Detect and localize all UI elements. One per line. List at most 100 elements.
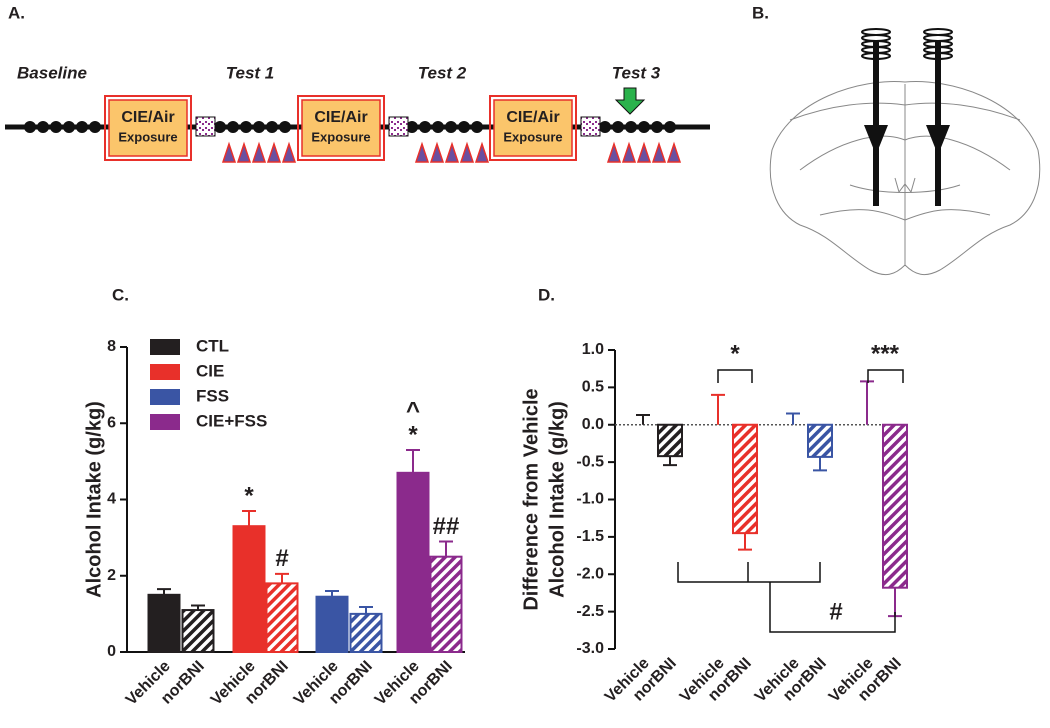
bar — [396, 471, 430, 653]
exposure-label: Exposure — [311, 129, 370, 144]
significance-bracket — [717, 369, 753, 383]
panel-label: B. — [752, 3, 769, 22]
chart: D. Difference from Vehicle Alcohol Intake … — [520, 285, 908, 706]
legend-swatch — [150, 364, 180, 380]
exposure-box-outer — [104, 95, 192, 161]
y-axis-title: Difference from Vehicle — [520, 388, 542, 610]
exposure-box-outer — [489, 95, 577, 161]
phase-label: Test 1 — [226, 63, 275, 82]
timeline-dot — [50, 121, 62, 133]
y-tick-label: -2.5 — [576, 603, 604, 620]
significance-label: * — [730, 340, 740, 367]
legend-label: FSS — [196, 386, 229, 405]
exposure-label: CIE/Air — [506, 109, 559, 126]
timeline-dot — [471, 121, 483, 133]
bar — [429, 555, 463, 653]
panel-label: C. — [112, 285, 129, 304]
significance-label: ^ — [406, 397, 420, 424]
stress-square — [388, 116, 409, 137]
legend-swatch — [150, 414, 180, 430]
stress-square — [195, 116, 216, 137]
bar — [147, 593, 181, 653]
timeline-dot — [651, 121, 663, 133]
exposure-box — [301, 99, 381, 157]
timeline-dot — [24, 121, 36, 133]
timeline-dot — [625, 121, 637, 133]
timeline-dot — [89, 121, 101, 133]
error-bar — [813, 456, 827, 472]
bar — [807, 423, 833, 458]
timeline-dot — [253, 121, 265, 133]
error-bar — [860, 380, 874, 425]
injection-triangle — [666, 141, 682, 163]
y-tick-label: -1.0 — [576, 491, 604, 508]
bar — [882, 423, 908, 589]
stress-square — [580, 116, 601, 137]
timeline-dot — [63, 121, 75, 133]
significance-label: # — [275, 545, 288, 572]
y-tick-label: -0.5 — [576, 453, 604, 470]
exposure-box-outer — [297, 95, 385, 161]
timeline-dot — [266, 121, 278, 133]
timeline-dot — [432, 121, 444, 133]
timeline-dot — [214, 121, 226, 133]
injection-triangle — [251, 141, 267, 163]
timeline-dot — [240, 121, 252, 133]
y-axis-title: Alcohol Intake (g/kg) — [83, 401, 105, 598]
injection-triangle — [651, 141, 667, 163]
significance-label: *** — [871, 340, 900, 367]
electrodes — [864, 40, 950, 206]
y-tick-label: 1.0 — [582, 341, 604, 358]
bar — [265, 582, 299, 653]
y-tick-label: 0 — [107, 643, 116, 660]
timeline-dot — [612, 121, 624, 133]
y-tick-label: 0.0 — [582, 416, 604, 433]
bar — [657, 423, 683, 458]
green-arrow — [614, 87, 646, 115]
significance-bracket — [677, 562, 896, 633]
bar — [181, 609, 215, 653]
injection-triangle — [636, 141, 652, 163]
phase-label: Baseline — [17, 63, 87, 82]
timeline-dot — [227, 121, 239, 133]
significance-bracket — [867, 369, 904, 383]
error-bar — [191, 604, 205, 611]
y-tick-label: 6 — [107, 414, 116, 431]
significance-label: ## — [433, 513, 460, 540]
legend-swatch — [150, 389, 180, 405]
timeline-dot — [37, 121, 49, 133]
timeline-dot — [599, 121, 611, 133]
error-bar — [888, 587, 902, 618]
timeline-dot — [279, 121, 291, 133]
timeline-dot — [664, 121, 676, 133]
injection-triangle — [606, 141, 622, 163]
error-bar — [275, 572, 289, 584]
injection-triangle — [266, 141, 282, 163]
timeline-dot — [76, 121, 88, 133]
y-axis-title: Alcohol Intake (g/kg) — [546, 401, 568, 598]
exposure-label: CIE/Air — [314, 109, 367, 126]
y-tick-label: -2.0 — [576, 565, 604, 582]
exposure-box — [493, 99, 573, 157]
phase-label: Test 3 — [612, 63, 661, 82]
legend-swatch — [150, 339, 180, 355]
injection-triangle — [621, 141, 637, 163]
y-tick-label: 8 — [107, 338, 116, 355]
bar — [232, 525, 266, 653]
exposure-label: CIE/Air — [121, 109, 174, 126]
injection-triangle — [429, 141, 445, 163]
electrode-coils — [861, 28, 953, 60]
error-bar — [711, 393, 725, 425]
error-bar — [786, 412, 800, 425]
exposure-label: Exposure — [503, 129, 562, 144]
legend-label: CTL — [196, 336, 229, 355]
injection-triangle — [414, 141, 430, 163]
timeline-dot — [419, 121, 431, 133]
y-tick-label: -1.5 — [576, 528, 604, 545]
bar — [349, 612, 383, 653]
timeline-dot — [406, 121, 418, 133]
injection-triangle — [236, 141, 252, 163]
injection-triangle — [221, 141, 237, 163]
exposure-label: Exposure — [118, 129, 177, 144]
